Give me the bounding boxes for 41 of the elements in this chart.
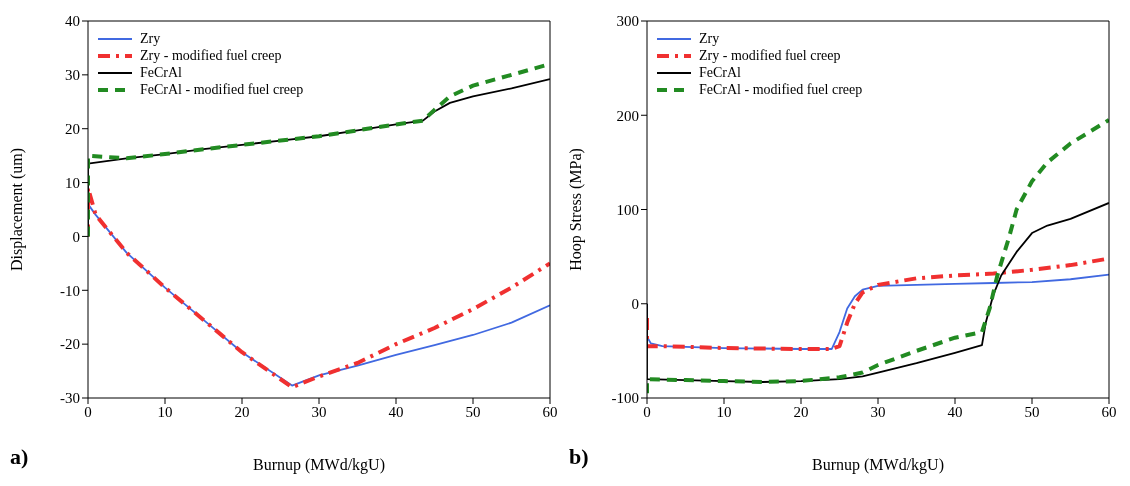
y-tick-label: 40 — [65, 13, 80, 30]
y-tick-label: 30 — [65, 67, 80, 84]
y-tick-label: -30 — [60, 390, 80, 407]
x-tick-label: 60 — [542, 403, 558, 420]
y-tick-label: 0 — [631, 296, 639, 313]
y-tick-label: 20 — [65, 121, 80, 138]
x-tick-label: 10 — [157, 403, 173, 420]
y-tick-label: -100 — [611, 390, 639, 407]
legend-label: FeCrAl - modified fuel creep — [699, 81, 863, 98]
x-tick-label: 40 — [388, 403, 404, 420]
x-tick-label: 20 — [234, 403, 250, 420]
x-tick-label: 40 — [947, 403, 963, 420]
legend-label: FeCrAl — [699, 64, 741, 81]
x-tick-label: 50 — [465, 403, 481, 420]
y-axis-title: Displacement (um) — [7, 147, 26, 272]
legend-label: Zry - modified fuel creep — [140, 47, 282, 64]
y-tick-label: 200 — [616, 107, 639, 124]
y-tick-label: 100 — [616, 201, 639, 218]
x-tick-label: 0 — [643, 403, 651, 420]
x-tick-label: 10 — [716, 403, 732, 420]
text: a) — [10, 444, 29, 470]
y-tick-label: 0 — [72, 228, 80, 245]
x-axis-title: Burnup (MWd/kgU) — [253, 456, 385, 474]
x-tick-label: 60 — [1101, 403, 1117, 420]
y-axis-title: Hoop Stress (MPa) — [566, 148, 585, 271]
legend-label: FeCrAl — [140, 64, 182, 81]
y-tick-label: 300 — [616, 13, 639, 30]
x-tick-label: 30 — [311, 403, 327, 420]
x-tick-label: 20 — [793, 403, 809, 420]
legend-label: Zry — [140, 30, 161, 47]
y-tick-label: 10 — [65, 174, 80, 191]
text: b) — [569, 444, 589, 470]
legend-label: FeCrAl - modified fuel creep — [140, 81, 304, 98]
y-tick-label: -20 — [60, 336, 80, 353]
x-tick-label: 50 — [1024, 403, 1040, 420]
x-axis-title: Burnup (MWd/kgU) — [812, 456, 944, 474]
y-tick-label: -10 — [60, 282, 80, 299]
x-tick-label: 0 — [84, 403, 92, 420]
legend-label: Zry — [699, 30, 720, 47]
legend-label: Zry - modified fuel creep — [699, 47, 841, 64]
x-tick-label: 30 — [870, 403, 886, 420]
